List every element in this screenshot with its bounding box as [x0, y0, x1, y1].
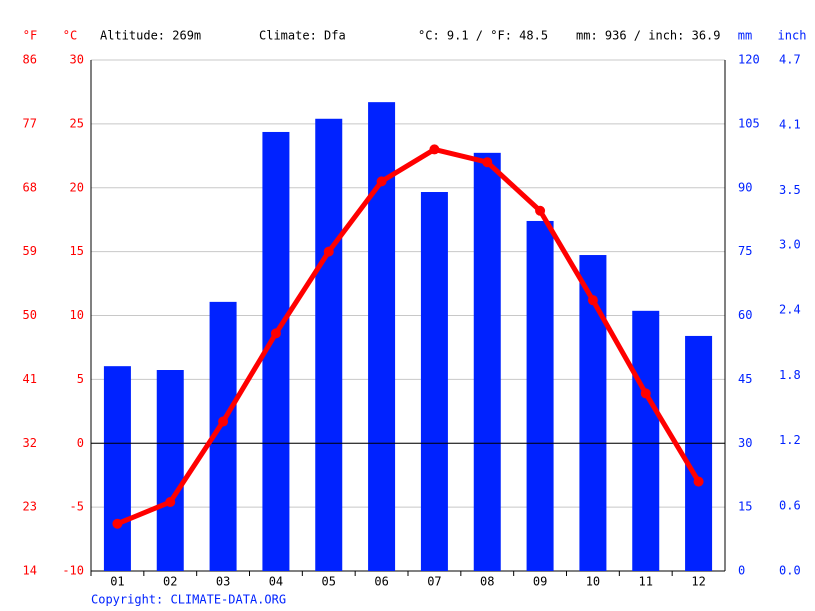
mm-tick-label: 90 — [738, 180, 752, 194]
mm-tick-label: 60 — [738, 308, 752, 322]
x-tick-label: 05 — [322, 575, 336, 589]
c-unit: °C — [63, 29, 77, 43]
x-tick-label: 12 — [691, 575, 705, 589]
x-tick-label: 08 — [480, 575, 494, 589]
c-tick-label: 30 — [70, 53, 84, 67]
precip-bar — [473, 152, 501, 571]
precip-total: mm: 936 / inch: 36.9 — [576, 29, 721, 43]
mm-tick-label: 105 — [738, 116, 760, 130]
precip-bar — [685, 335, 713, 571]
inch-tick-label: 2.4 — [779, 303, 801, 317]
inch-tick-label: 4.7 — [779, 53, 801, 67]
mm-tick-label: 0 — [738, 564, 745, 578]
altitude: Altitude: 269m — [100, 29, 201, 43]
temp-point — [693, 476, 704, 487]
precip-bar — [420, 192, 448, 571]
inch-tick-label: 1.8 — [779, 368, 801, 382]
temp-point — [165, 497, 176, 508]
mm-tick-label: 120 — [738, 53, 760, 67]
x-tick-label: 11 — [639, 575, 653, 589]
precip-bar — [632, 310, 660, 571]
x-tick-label: 09 — [533, 575, 547, 589]
inch-tick-label: 3.5 — [779, 183, 801, 197]
x-tick-label: 04 — [269, 575, 283, 589]
f-unit: °F — [23, 29, 37, 43]
mm-unit: mm — [738, 29, 752, 43]
precip-bar — [103, 366, 131, 571]
x-tick-label: 06 — [374, 575, 388, 589]
temp-point — [270, 328, 281, 339]
f-tick-label: 77 — [23, 116, 37, 130]
c-tick-label: -5 — [70, 500, 84, 514]
c-tick-label: 20 — [70, 180, 84, 194]
temp-avg: °C: 9.1 / °F: 48.5 — [418, 29, 548, 43]
mm-tick-label: 45 — [738, 372, 752, 386]
f-tick-label: 32 — [23, 436, 37, 450]
f-tick-label: 59 — [23, 244, 37, 258]
inch-tick-label: 4.1 — [779, 118, 801, 132]
temp-point — [218, 416, 229, 427]
copyright: Copyright: CLIMATE-DATA.ORG — [91, 593, 286, 607]
x-tick-label: 10 — [586, 575, 600, 589]
c-tick-label: 10 — [70, 308, 84, 322]
c-tick-label: 25 — [70, 116, 84, 130]
temp-point — [112, 518, 123, 529]
c-tick-label: 15 — [70, 244, 84, 258]
x-tick-label: 07 — [427, 575, 441, 589]
climate: Climate: Dfa — [259, 29, 346, 43]
mm-tick-label: 15 — [738, 500, 752, 514]
c-tick-label: 5 — [77, 372, 84, 386]
f-tick-label: 14 — [23, 564, 37, 578]
inch-tick-label: 0.6 — [779, 498, 801, 512]
precip-bar — [526, 220, 554, 571]
precip-bar — [368, 102, 396, 571]
inch-unit: inch — [778, 29, 807, 43]
x-tick-label: 03 — [216, 575, 230, 589]
temp-point — [640, 388, 651, 399]
temp-point — [429, 144, 440, 155]
c-tick-label: 0 — [77, 436, 84, 450]
mm-tick-label: 30 — [738, 436, 752, 450]
precip-bar — [156, 370, 184, 571]
inch-tick-label: 3.0 — [779, 237, 801, 251]
f-tick-label: 68 — [23, 180, 37, 194]
temp-point — [535, 205, 546, 216]
temp-point — [482, 157, 493, 168]
x-tick-label: 01 — [110, 575, 124, 589]
precip-bar — [315, 118, 343, 571]
mm-tick-label: 75 — [738, 244, 752, 258]
inch-tick-label: 1.2 — [779, 433, 801, 447]
temp-point — [587, 295, 598, 306]
c-tick-label: -10 — [62, 564, 84, 578]
x-tick-label: 02 — [163, 575, 177, 589]
f-tick-label: 41 — [23, 372, 37, 386]
f-tick-label: 23 — [23, 500, 37, 514]
f-tick-label: 50 — [23, 308, 37, 322]
precip-bar — [579, 255, 607, 571]
f-tick-label: 86 — [23, 53, 37, 67]
inch-tick-label: 0.0 — [779, 564, 801, 578]
temp-line — [116, 146, 701, 527]
temp-point — [376, 176, 387, 187]
temp-point — [323, 246, 334, 257]
